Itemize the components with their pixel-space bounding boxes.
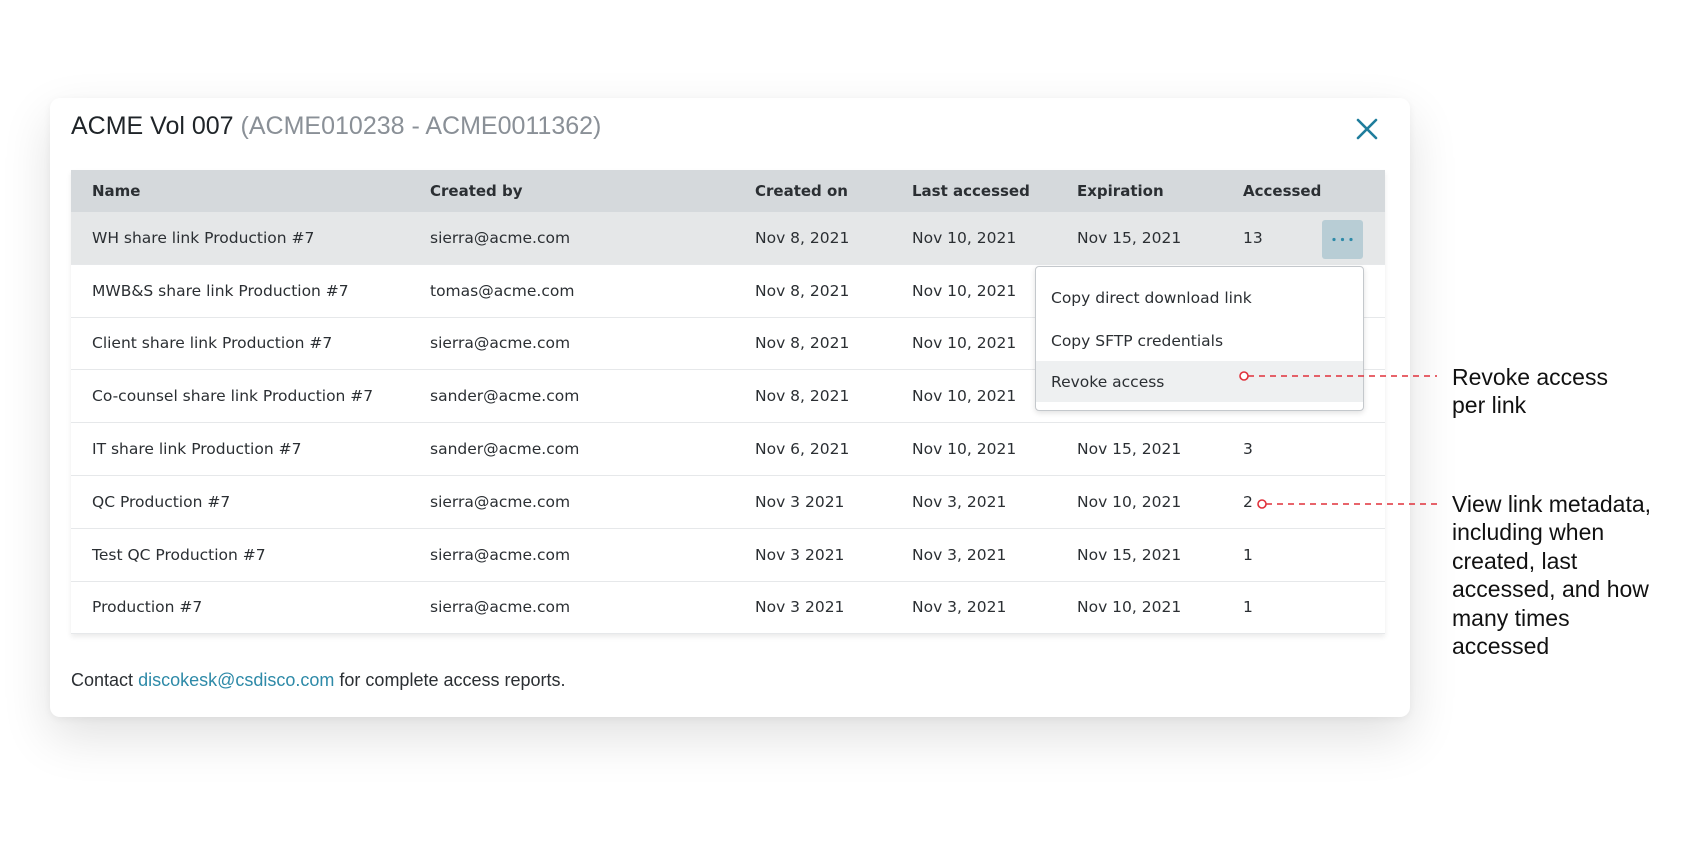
table-row[interactable]: WH share link Production #7 sierra@acme.c… bbox=[71, 212, 1385, 265]
table-cell: Co-counsel share link Production #7 bbox=[92, 387, 374, 406]
modal: ACME Vol 007 (ACME010238 - ACME0011362) … bbox=[50, 98, 1410, 717]
annotation: View link metadata, including when created… bbox=[1452, 490, 1651, 660]
menu-item[interactable]: Revoke access bbox=[1036, 361, 1363, 402]
table-cell: Nov 10, 2021 bbox=[1077, 492, 1182, 511]
email-link[interactable]: discokesk@csdisco.com bbox=[138, 670, 335, 690]
table-cell: Nov 10, 2021 bbox=[912, 387, 1017, 406]
column-header: Last accessed bbox=[912, 182, 1030, 200]
dropdown-menu: Copy direct download link Copy SFTP crede… bbox=[1035, 266, 1364, 411]
annotation-line: View link metadata, bbox=[1452, 491, 1652, 517]
table-cell: 3 bbox=[1243, 440, 1253, 459]
table-cell: Nov 3 2021 bbox=[755, 598, 845, 617]
table-cell: Production #7 bbox=[92, 598, 203, 617]
annotation-line: including when bbox=[1452, 519, 1605, 546]
table-cell: Nov 15, 2021 bbox=[1077, 228, 1182, 247]
table-row[interactable]: QC Production #7 sierra@acme.com Nov 3 202… bbox=[71, 475, 1385, 529]
table-cell: Nov 3 2021 bbox=[755, 492, 845, 511]
modal-title: ACME Vol 007 (ACME010238 - ACME0011362) bbox=[71, 112, 601, 141]
annotation-line: per link bbox=[1452, 392, 1527, 419]
table-cell: Nov 15, 2021 bbox=[1077, 545, 1182, 564]
table-cell: sierra@acme.com bbox=[430, 492, 571, 511]
annotation-line: Revoke access bbox=[1452, 364, 1608, 390]
title: ACME Vol 007 bbox=[71, 112, 234, 140]
table-cell: sander@acme.com bbox=[430, 387, 580, 406]
table-cell: Nov 10, 2021 bbox=[912, 281, 1017, 300]
table-row[interactable]: Production #7 sierra@acme.com Nov 3 2021 No… bbox=[71, 581, 1385, 635]
table-row[interactable]: Test QC Production #7 sierra@acme.com Nov … bbox=[71, 528, 1385, 582]
more-button[interactable] bbox=[1322, 220, 1363, 259]
column-header: Expiration bbox=[1077, 182, 1164, 200]
menu-item-label: Copy SFTP credentials bbox=[1051, 331, 1224, 350]
annotation: Revoke access per link bbox=[1452, 363, 1608, 420]
table-cell: Nov 3, 2021 bbox=[912, 492, 1007, 511]
table-cell: Nov 10, 2021 bbox=[912, 228, 1017, 247]
table-cell: 1 bbox=[1243, 545, 1253, 564]
table-cell: sierra@acme.com bbox=[430, 545, 571, 564]
table-cell: Nov 8, 2021 bbox=[755, 228, 850, 247]
table-cell: Nov 10, 2021 bbox=[912, 440, 1017, 459]
table-cell: 2 bbox=[1243, 492, 1253, 511]
dots-icon bbox=[1332, 237, 1353, 242]
table-cell: sierra@acme.com bbox=[430, 334, 571, 353]
annotation-line: created, last bbox=[1452, 547, 1578, 574]
subtitle: (ACME010238 - ACME0011362) bbox=[240, 112, 602, 140]
table-cell: Nov 3 2021 bbox=[755, 545, 845, 564]
table-cell: Test QC Production #7 bbox=[92, 545, 266, 564]
table-cell: Nov 15, 2021 bbox=[1077, 440, 1182, 459]
table-cell: 13 bbox=[1243, 228, 1263, 247]
table-cell: Client share link Production #7 bbox=[92, 334, 333, 353]
table-cell: Nov 8, 2021 bbox=[755, 334, 850, 353]
table-cell: Nov 8, 2021 bbox=[755, 281, 850, 300]
column-header: Accessed bbox=[1243, 182, 1322, 200]
table-cell: WH share link Production #7 bbox=[92, 228, 315, 247]
column-header: Created by bbox=[430, 182, 523, 200]
table-cell: sierra@acme.com bbox=[430, 598, 571, 617]
table-row[interactable]: IT share link Production #7 sander@acme.c… bbox=[71, 423, 1385, 476]
table-cell: sander@acme.com bbox=[430, 440, 580, 459]
table: Name Created by Created on Last accessed Exp… bbox=[71, 170, 1385, 635]
table-cell: tomas@acme.com bbox=[430, 281, 575, 300]
table-cell: Nov 3, 2021 bbox=[912, 598, 1007, 617]
table-cell: Nov 10, 2021 bbox=[912, 334, 1017, 353]
column-header: Name bbox=[92, 182, 141, 200]
table-cell: Nov 6, 2021 bbox=[755, 440, 850, 459]
annotation-line: accessed, and how bbox=[1452, 576, 1649, 603]
table-cell: 1 bbox=[1243, 598, 1253, 617]
menu-item-label: Revoke access bbox=[1051, 372, 1165, 391]
close-button[interactable] bbox=[1354, 116, 1380, 142]
table-cell: sierra@acme.com bbox=[430, 228, 571, 247]
menu-item[interactable]: Copy SFTP credentials bbox=[1036, 320, 1363, 361]
table-cell: IT share link Production #7 bbox=[92, 440, 302, 459]
table-cell: MWB&S share link Production #7 bbox=[92, 281, 349, 300]
table-header: Name Created by Created on Last accessed Exp… bbox=[71, 170, 1385, 212]
menu-item-label: Copy direct download link bbox=[1051, 288, 1252, 307]
table-cell: QC Production #7 bbox=[92, 492, 231, 511]
table-cell: Nov 8, 2021 bbox=[755, 387, 850, 406]
footer: Contact discokesk@csdisco.com for comple… bbox=[71, 670, 566, 691]
annotation-line: accessed bbox=[1452, 633, 1550, 660]
footer-text: for complete access reports. bbox=[339, 670, 566, 690]
footer-text: Contact bbox=[71, 670, 134, 690]
table-cell: Nov 3, 2021 bbox=[912, 545, 1007, 564]
menu-item[interactable]: Copy direct download link bbox=[1036, 277, 1363, 318]
column-header: Created on bbox=[755, 182, 848, 200]
table-cell: Nov 10, 2021 bbox=[1077, 598, 1182, 617]
annotation-line: many times bbox=[1452, 604, 1570, 631]
